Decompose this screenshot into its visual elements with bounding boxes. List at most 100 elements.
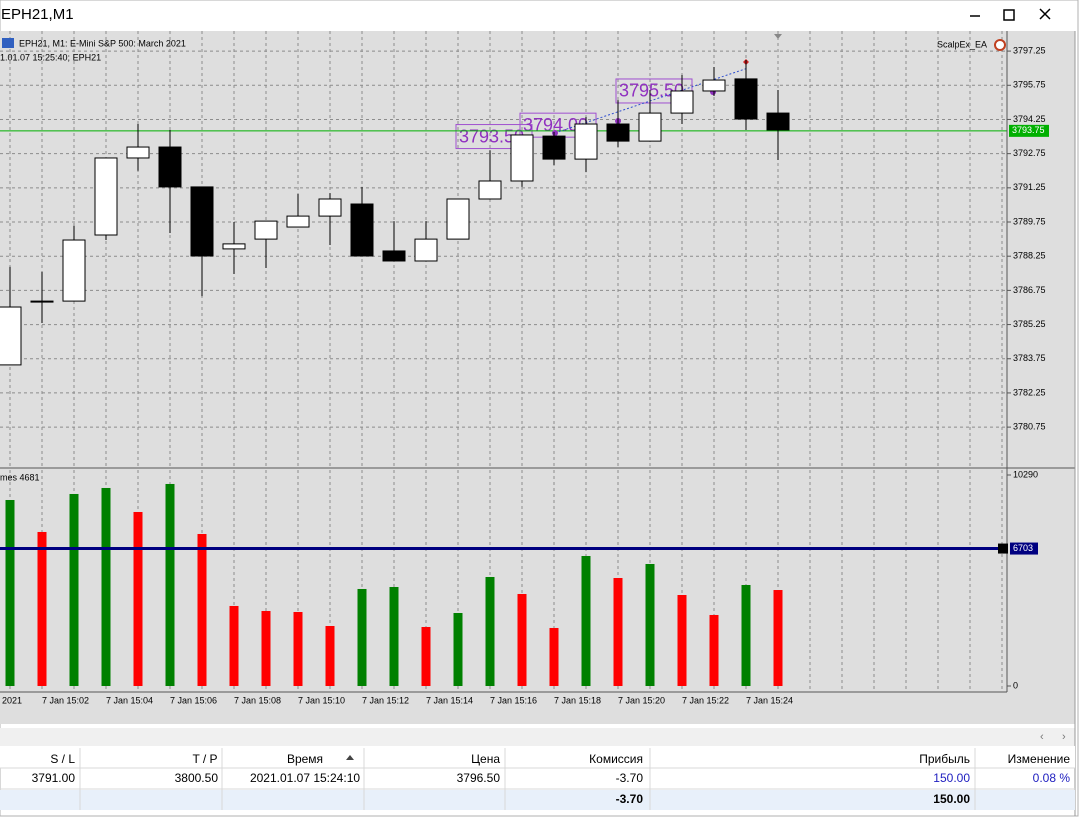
volume-bar (453, 613, 463, 686)
x-tick-label: 7 Jan 15:22 (682, 695, 729, 705)
y-tick-label: 3785.25 (1013, 319, 1046, 329)
y-tick-label: 3780.75 (1013, 421, 1046, 431)
volume-bar (517, 593, 527, 686)
candle-body (446, 198, 470, 240)
candle-body (126, 146, 150, 159)
candle-body (350, 203, 374, 257)
volume-bar (645, 563, 655, 686)
candle-body (94, 157, 118, 236)
candle-body (542, 135, 566, 160)
volume-bar (613, 577, 623, 686)
table-cell: 2021.01.07 15:24:10 (250, 771, 360, 785)
candle-body (318, 198, 342, 217)
expert-name: ScalpEx_EA (937, 39, 987, 49)
x-tick-label: 2021 (2, 695, 22, 705)
y-tick-label: 3795.75 (1013, 80, 1046, 90)
maximize-button[interactable] (1003, 9, 1015, 21)
table-cell: 3796.50 (457, 771, 501, 785)
close-button[interactable] (1039, 8, 1051, 20)
y-tick-label: 3794.25 (1013, 114, 1046, 124)
window-title: EPH21,M1 (1, 6, 74, 23)
column-header: Комиссия (589, 752, 643, 766)
expert-icon (994, 39, 1006, 51)
candle-body (0, 306, 22, 366)
candle-body (190, 186, 214, 257)
volume-bar (741, 584, 751, 686)
chart-info: EPH21, M1: E-Mini S&P 500: March 2021 (19, 38, 186, 48)
totals-bg (0, 790, 1075, 810)
volume-bar (677, 594, 687, 686)
trade-dot (552, 130, 558, 136)
volume-bar (229, 605, 239, 686)
volume-bar (709, 614, 719, 686)
y-tick-label: 3782.25 (1013, 387, 1046, 397)
volume-bar (421, 627, 431, 686)
table-cell: 3800.50 (175, 771, 219, 785)
symbol-icon (2, 38, 14, 48)
column-header: Цена (471, 752, 500, 766)
volume-bar (197, 533, 207, 686)
table-header-bg (0, 746, 1075, 768)
candle-body (414, 238, 438, 262)
volume-bar (69, 493, 79, 686)
table-cell: 3791.00 (32, 771, 76, 785)
table-cell: 0.08 % (1033, 771, 1071, 785)
column-header: Изменение (1008, 752, 1071, 766)
x-tick-label: 7 Jan 15:02 (42, 695, 89, 705)
price-label: 3793.75 (1012, 125, 1045, 135)
volume-bar (549, 627, 559, 686)
y-tick-label: 3789.75 (1013, 216, 1046, 226)
volume-bar (5, 499, 15, 686)
volume-bar (581, 555, 591, 686)
x-tick-label: 7 Jan 15:06 (170, 695, 217, 705)
volume-bar (101, 487, 111, 686)
trade-line (554, 67, 749, 134)
x-tick-label: 7 Jan 15:16 (490, 695, 537, 705)
candle-body (30, 300, 54, 303)
x-tick-label: 7 Jan 15:20 (618, 695, 665, 705)
column-header: Время (287, 752, 323, 766)
level-handle (998, 543, 1008, 554)
y-tick-label: 3792.75 (1013, 148, 1046, 158)
candle-body (478, 180, 502, 200)
total-cell: 150.00 (933, 792, 970, 806)
x-tick-label: 7 Jan 15:14 (426, 695, 473, 705)
chart-background (0, 31, 1075, 724)
x-tick-label: 7 Jan 15:18 (554, 695, 601, 705)
volume-bar (165, 483, 175, 686)
annotation-text: 3795.50 (619, 81, 684, 101)
column-header: T / P (192, 752, 217, 766)
price-label-box (1009, 124, 1049, 137)
volume-bar (485, 576, 495, 686)
candle-body (382, 250, 406, 262)
annotation-text: 3794.00 (523, 115, 588, 135)
x-tick-label: 7 Jan 15:04 (106, 695, 153, 705)
y-tick-label: 3788.25 (1013, 251, 1046, 261)
candle-body (638, 112, 662, 142)
scroll-right[interactable]: › (1062, 731, 1066, 743)
scroll-strip (0, 728, 1075, 746)
volume-bar (357, 588, 367, 686)
volume-bar (389, 587, 399, 686)
scroll-left[interactable]: ‹ (1040, 731, 1044, 743)
x-tick-label: 7 Jan 15:12 (362, 695, 409, 705)
candle-body (606, 123, 630, 142)
candle-body (158, 146, 182, 188)
volume-bar (773, 590, 783, 686)
candle-body (510, 134, 534, 182)
volume-bar (261, 610, 271, 686)
shift-marker (774, 34, 782, 39)
candle-body (702, 79, 726, 92)
volume-bar (37, 531, 47, 686)
candle-body (254, 220, 278, 240)
candle-body (222, 243, 246, 250)
volume-bar (133, 511, 143, 686)
y-tick-label: 3786.75 (1013, 285, 1046, 295)
volume-bar (325, 626, 335, 686)
column-header: Прибыль (919, 752, 970, 766)
level-label-box (1010, 542, 1038, 555)
candle-body (62, 239, 86, 302)
total-cell: -3.70 (616, 792, 644, 806)
